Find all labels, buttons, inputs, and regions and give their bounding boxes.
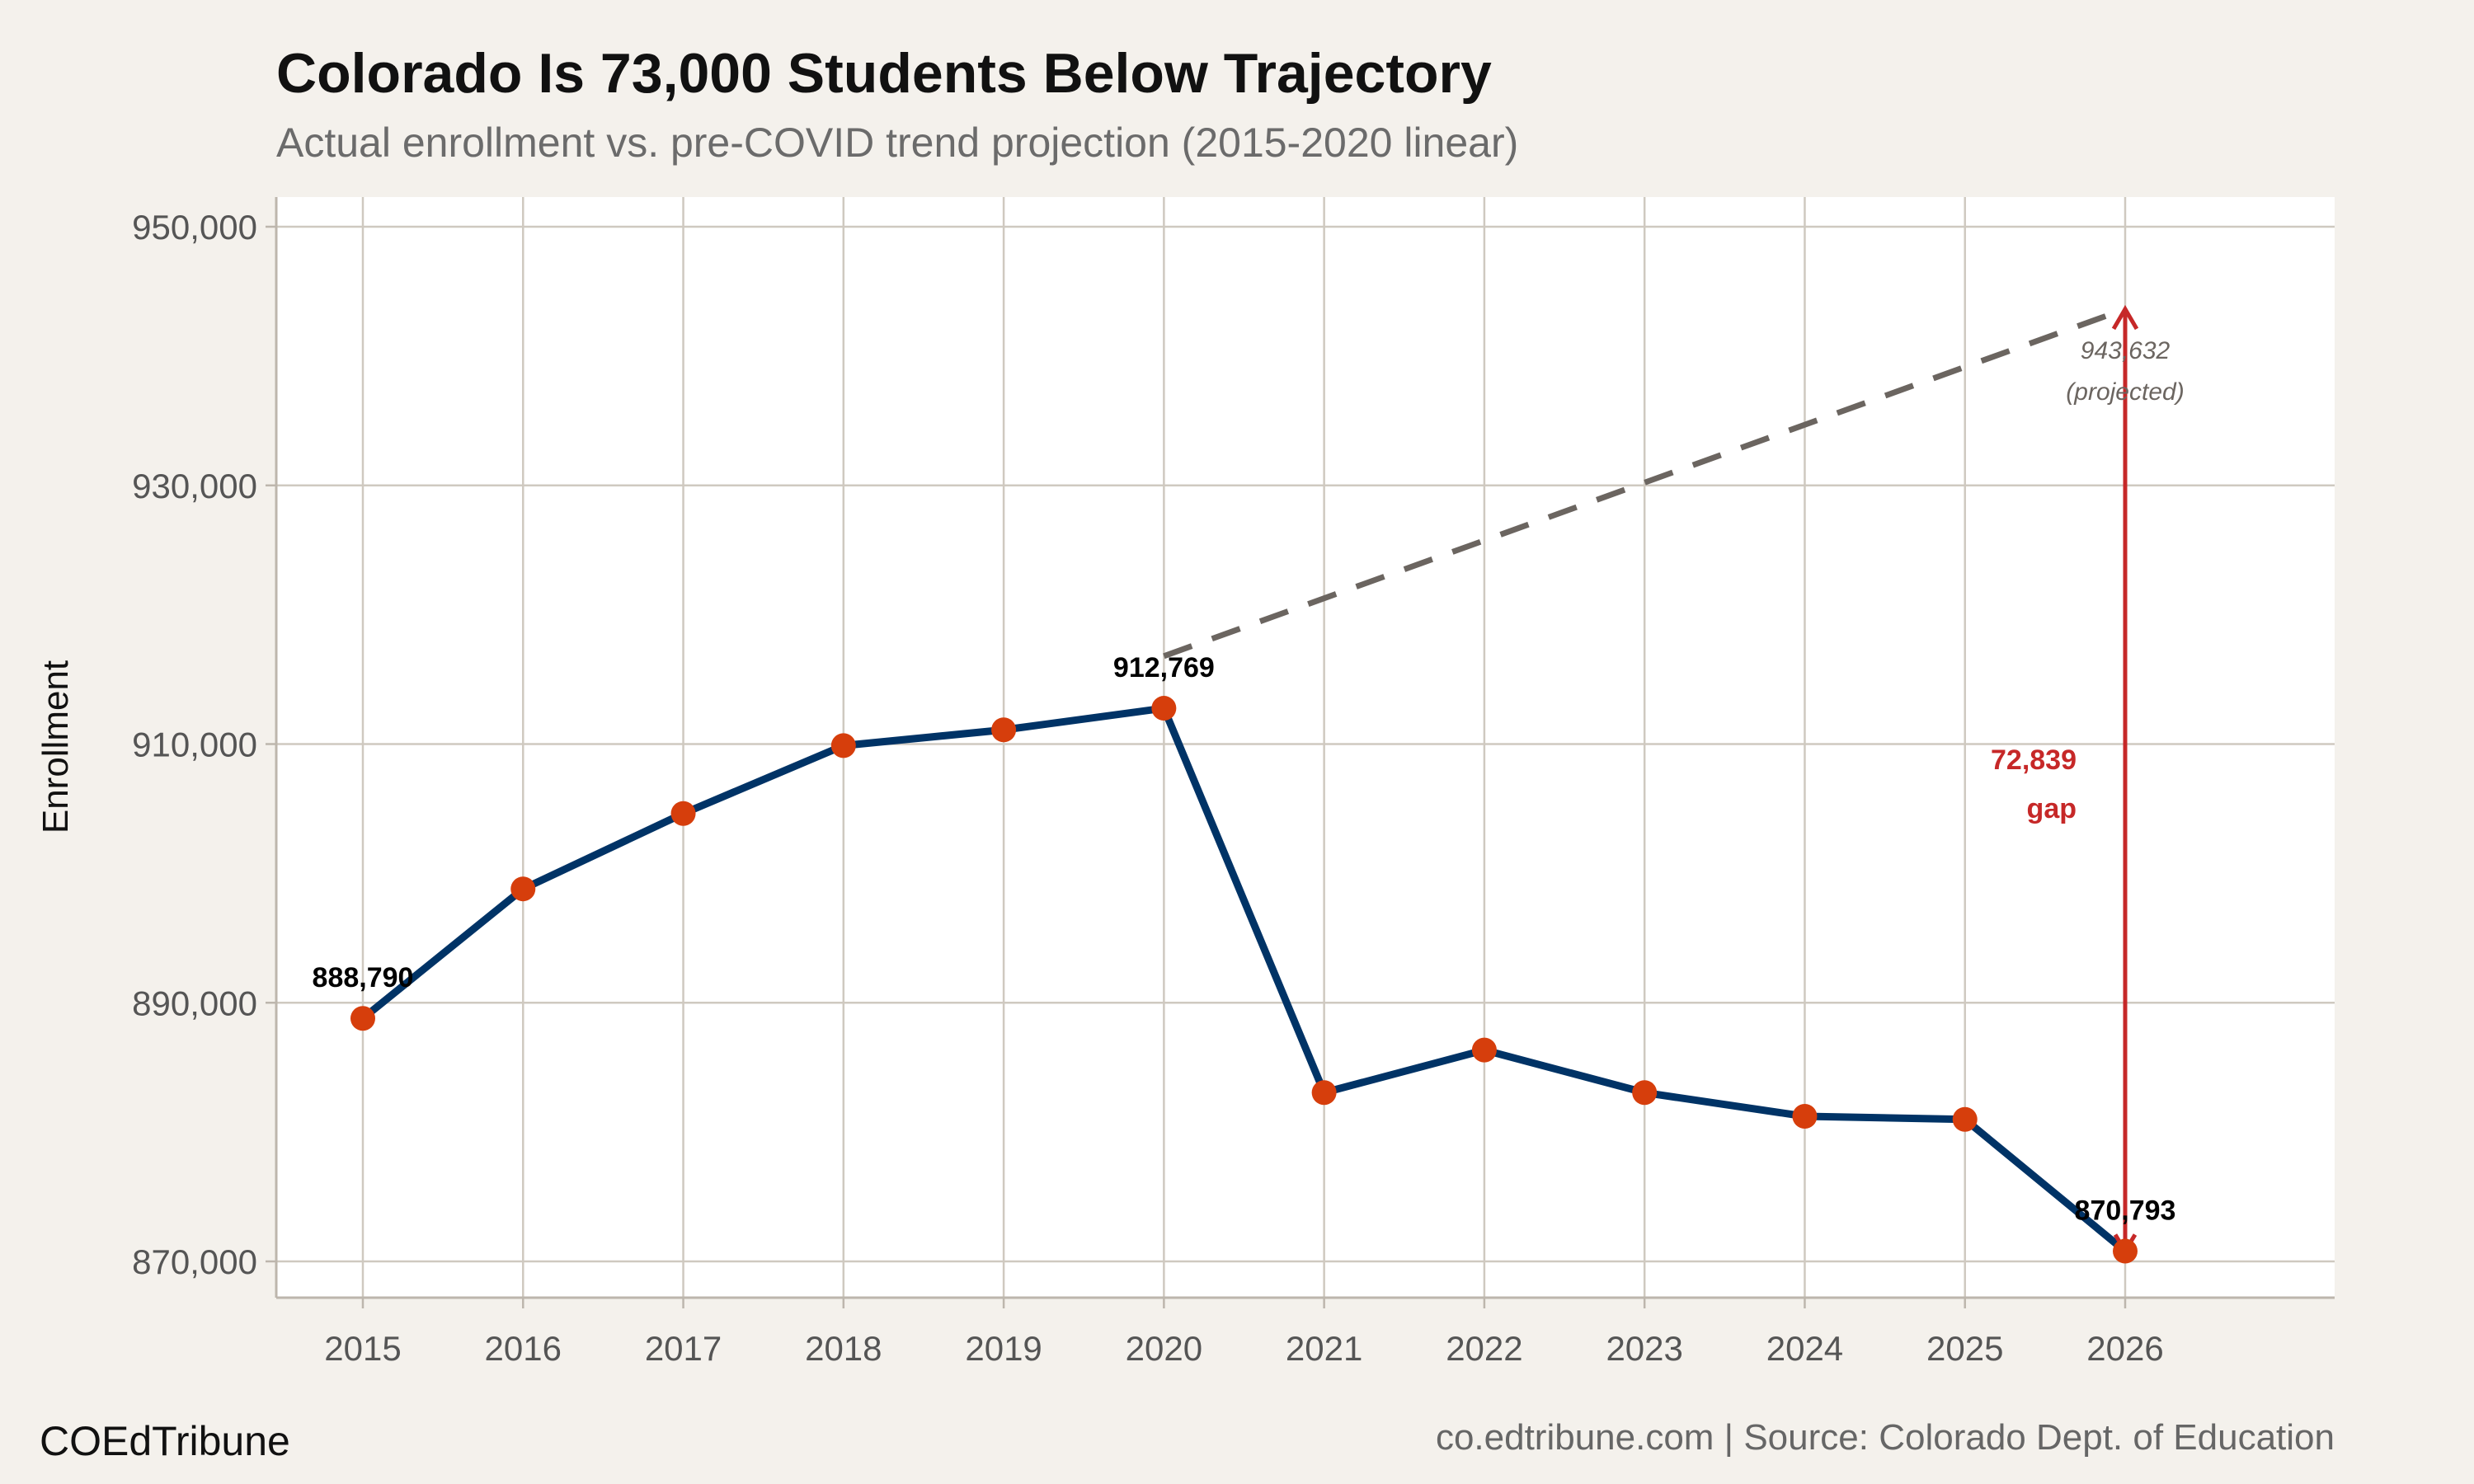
- y-tick-label: 950,000: [132, 208, 257, 247]
- data-point: [1311, 1080, 1337, 1106]
- enrollment-line: [360, 704, 2128, 1255]
- data-point: [1792, 1103, 1818, 1129]
- x-tick-label: 2018: [805, 1329, 882, 1368]
- x-tick-label: 2021: [1286, 1329, 1362, 1368]
- y-tick-label: 930,000: [132, 467, 257, 505]
- y-ticks: 870,000 890,000 910,000 930,000 950,000: [132, 208, 276, 1281]
- series-marks: [350, 304, 2139, 1264]
- data-point: [510, 876, 536, 902]
- y-tick-label: 870,000: [132, 1242, 257, 1281]
- projected-value-label: 943,632: [2081, 337, 2171, 364]
- y-tick-label: 910,000: [132, 726, 257, 764]
- y-axis-label: Enrollment: [35, 660, 76, 834]
- data-point: [350, 1006, 375, 1031]
- x-tick-label: 2015: [324, 1329, 401, 1368]
- x-tick-label: 2024: [1766, 1329, 1843, 1368]
- gap-word-label: gap: [2027, 793, 2077, 824]
- data-point: [1632, 1080, 1658, 1106]
- data-point: [1952, 1106, 1978, 1132]
- data-point: [991, 717, 1017, 743]
- x-tick-label: 2022: [1446, 1329, 1522, 1368]
- gap-value-label: 72,839: [1991, 744, 2077, 776]
- data-point: [670, 801, 696, 826]
- footer-source: co.edtribune.com | Source: Colorado Dept…: [1436, 1417, 2335, 1458]
- y-tick-label: 890,000: [132, 984, 257, 1022]
- plot-area: [276, 197, 2335, 1298]
- projection-line: [1163, 306, 2127, 660]
- chart-subtitle: Actual enrollment vs. pre-COVID trend pr…: [276, 120, 1518, 166]
- projected-note-label: (projected): [2066, 378, 2184, 406]
- x-ticks: 2015 2016 2017 2018 2019 2020 2021 2022 2023 2024…: [324, 1298, 2164, 1368]
- data-label-start: 888,790: [313, 962, 414, 993]
- data-point: [1151, 696, 1177, 721]
- x-tick-label: 2016: [485, 1329, 562, 1368]
- x-tick-label: 2026: [2086, 1329, 2163, 1368]
- data-label-end: 870,793: [2075, 1195, 2176, 1227]
- x-tick-label: 2017: [645, 1329, 722, 1368]
- data-label-peak: 912,769: [1113, 652, 1215, 683]
- gap-arrow-head-top: [2111, 304, 2139, 331]
- data-point: [2113, 1238, 2138, 1264]
- data-point: [1471, 1037, 1497, 1063]
- x-tick-label: 2020: [1126, 1329, 1202, 1368]
- x-tick-label: 2025: [1926, 1329, 2003, 1368]
- footer-brand: COEdTribune: [40, 1418, 290, 1464]
- chart-title: Colorado Is 73,000 Students Below Trajec…: [276, 42, 1492, 105]
- data-point: [830, 733, 856, 758]
- x-tick-label: 2019: [965, 1329, 1042, 1368]
- x-tick-label: 2023: [1606, 1329, 1682, 1368]
- grid: [276, 197, 2335, 1298]
